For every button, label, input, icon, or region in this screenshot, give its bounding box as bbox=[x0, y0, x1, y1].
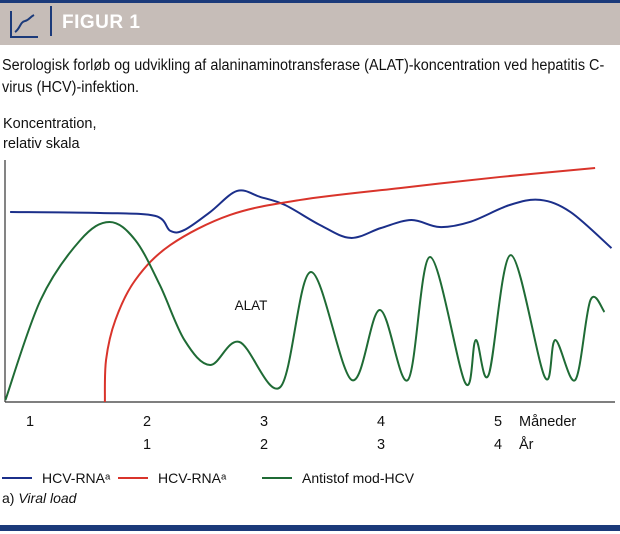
x-axis-unit-label: Måneder bbox=[519, 414, 577, 430]
footnote-prefix: a) bbox=[2, 490, 19, 506]
footnote-text: Viral load bbox=[18, 490, 77, 506]
legend-item-antibody: Antistof mod-HCV bbox=[262, 470, 414, 486]
series-line-1 bbox=[103, 166, 596, 403]
x-axis-unit-label: År bbox=[519, 437, 534, 453]
legend-swatch bbox=[262, 477, 292, 479]
footnote: a) Viral load bbox=[2, 490, 76, 506]
bottom-rule bbox=[0, 525, 620, 531]
figure-header: FIGUR 1 bbox=[0, 3, 620, 45]
legend-item-hcv-rna-blue: HCV-RNAᵃ bbox=[2, 470, 110, 486]
line-chart-icon bbox=[10, 11, 38, 38]
legend-swatch bbox=[118, 477, 148, 479]
series-line-2 bbox=[4, 220, 606, 401]
legend-label: Antistof mod-HCV bbox=[302, 470, 415, 486]
figure-title: FIGUR 1 bbox=[62, 12, 141, 33]
x-tick-label: 3 bbox=[377, 437, 386, 453]
x-tick-label: 4 bbox=[377, 414, 386, 430]
legend-label: HCV-RNAᵃ bbox=[158, 470, 227, 486]
legend-item-hcv-rna-red: HCV-RNAᵃ bbox=[118, 470, 226, 486]
legend-swatch bbox=[2, 477, 32, 479]
annotation-label: ALAT bbox=[235, 298, 268, 313]
x-tick-label: 2 bbox=[143, 414, 152, 430]
header-divider bbox=[50, 6, 52, 36]
x-tick-label: 3 bbox=[260, 414, 269, 430]
x-tick-label: 1 bbox=[26, 414, 35, 430]
figure-caption: Serologisk forløb og udvikling af alanin… bbox=[2, 57, 605, 96]
x-tick-label: 4 bbox=[494, 437, 503, 453]
top-rule bbox=[0, 0, 620, 3]
series-line-0 bbox=[10, 189, 613, 249]
legend-label: HCV-RNAᵃ bbox=[42, 470, 111, 486]
x-tick-label: 1 bbox=[143, 437, 152, 453]
line-chart: ALAT bbox=[4, 160, 615, 403]
x-tick-label: 2 bbox=[260, 437, 269, 453]
x-tick-label: 5 bbox=[494, 414, 503, 430]
y-axis-label-line: relativ skala bbox=[3, 136, 80, 152]
y-axis-label-line: Koncentration, bbox=[3, 116, 97, 132]
y-axis-label: Koncentration, relativ skala bbox=[3, 114, 97, 154]
